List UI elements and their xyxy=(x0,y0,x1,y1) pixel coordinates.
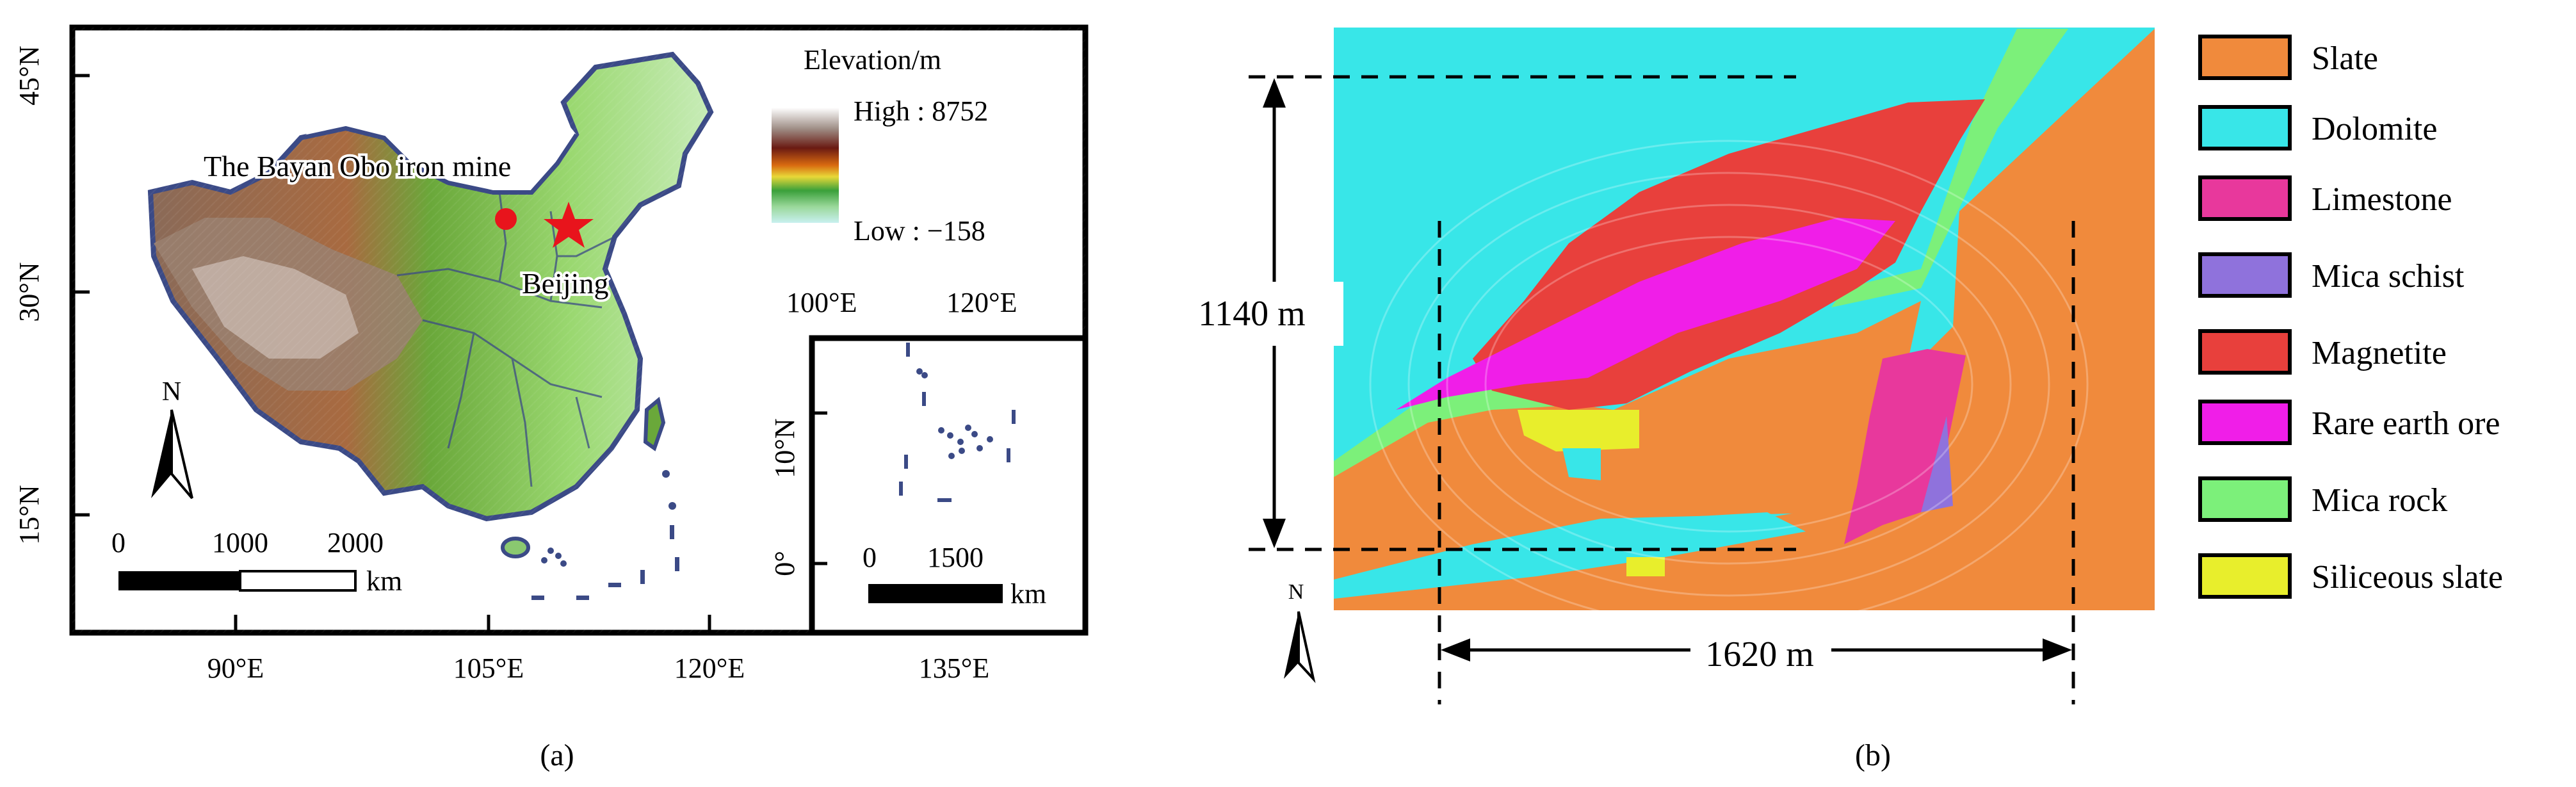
legend-item: Dolomite xyxy=(2198,105,2437,150)
beijing-star-icon xyxy=(544,202,594,248)
panel-b: 1140 m 1620 m N Slate Dolomite Limestone xyxy=(1183,28,2503,772)
siliceous-slate-small xyxy=(1626,557,1665,576)
north-arrow-a-icon xyxy=(151,409,193,499)
legend-label-mica-rock: Mica rock xyxy=(2312,482,2447,519)
arrowhead-right-icon xyxy=(2043,638,2072,661)
legend-label-mica-schist: Mica schist xyxy=(2312,258,2465,295)
arrowhead-down-icon xyxy=(1263,519,1286,548)
height-label: 1140 m xyxy=(1198,294,1305,334)
mica-rock-band-north xyxy=(1831,29,2068,307)
legend-item: Magnetite xyxy=(2198,329,2447,375)
taiwan-island xyxy=(643,396,666,451)
inset-lat-label-0: 0° xyxy=(769,551,800,576)
legend-item: Mica schist xyxy=(2198,252,2465,298)
geology-map xyxy=(1334,28,2155,629)
legend-swatch-siliceous-slate xyxy=(2198,553,2292,599)
lat-label-45: 45°N xyxy=(13,45,45,105)
inset-top-label-120: 120°E xyxy=(946,287,1017,318)
legend-label-siliceous-slate: Siliceous slate xyxy=(2312,559,2503,596)
dimension-lines xyxy=(1249,75,2075,704)
lon-label-135: 135°E xyxy=(919,653,989,684)
scale-tick-1000: 1000 xyxy=(212,527,268,558)
elevation-colorbar xyxy=(772,108,839,223)
legend-label-dolomite: Dolomite xyxy=(2312,111,2437,147)
scale-tick-2000: 2000 xyxy=(327,527,384,558)
legend-item: Rare earth ore xyxy=(2198,400,2500,445)
siliceous-slate-body xyxy=(1518,410,1639,451)
inset-map-frame xyxy=(809,335,1089,636)
limestone-body xyxy=(1844,349,1966,544)
lon-label-105: 105°E xyxy=(453,653,524,684)
legend-low: Low : −158 xyxy=(854,215,985,247)
legend-label-slate: Slate xyxy=(2312,40,2378,77)
mine-marker-icon xyxy=(495,208,517,230)
width-label-bg xyxy=(1690,631,1831,676)
scale-unit-a: km xyxy=(366,565,402,597)
mongolia-border xyxy=(300,126,578,194)
inset-islands xyxy=(899,343,1016,502)
legend-swatch-mica-schist xyxy=(2198,252,2292,298)
south-sea-islands xyxy=(531,470,679,600)
north-arrow-b-icon xyxy=(1284,611,1316,683)
panel-a: 45°N 30°N 15°N 90°E 105°E 120°E 135°E Th… xyxy=(13,24,1089,772)
dolomite-band xyxy=(1334,512,1806,599)
legend-label-rare-earth: Rare earth ore xyxy=(2312,405,2500,442)
inset-scale-unit: km xyxy=(1010,578,1046,610)
scale-tick-0: 0 xyxy=(111,527,126,558)
inset-scale-tick-1500: 1500 xyxy=(927,542,984,573)
inset-lat-label-10: 10°N xyxy=(769,418,800,478)
legend-swatch-mica-rock xyxy=(2198,476,2292,522)
legend-item: Slate xyxy=(2198,35,2378,80)
lat-label-30: 30°N xyxy=(13,262,45,321)
rare-earth-body xyxy=(1396,218,1895,410)
legend-item: Limestone xyxy=(2198,175,2452,221)
mica-schist-body xyxy=(1921,416,1953,512)
caption-b: (b) xyxy=(1855,738,1891,772)
inset-scale-tick-0: 0 xyxy=(863,542,877,573)
pit-terraces xyxy=(1369,140,2089,629)
legend-swatch-limestone xyxy=(2198,175,2292,221)
width-label: 1620 m xyxy=(1705,635,1814,674)
legend-high: High : 8752 xyxy=(854,95,988,127)
legend-swatch-magnetite xyxy=(2198,329,2292,375)
scale-bar-black xyxy=(118,571,240,590)
lat-label-15: 15°N xyxy=(13,485,45,544)
legend-swatch-slate xyxy=(2198,35,2292,80)
legend-title: Elevation/m xyxy=(804,44,941,76)
inset-scale-bar xyxy=(868,584,1003,603)
legend-item: Siliceous slate xyxy=(2198,553,2503,599)
arrowhead-left-icon xyxy=(1441,638,1470,661)
north-label-b: N xyxy=(1288,580,1304,604)
legend-item: Mica rock xyxy=(2198,476,2447,522)
city-label: Beijing xyxy=(522,267,608,300)
hainan-island xyxy=(501,537,530,558)
legend-swatch-rare-earth xyxy=(2198,400,2292,445)
legend-label-limestone: Limestone xyxy=(2312,181,2452,218)
lon-label-120: 120°E xyxy=(674,653,745,684)
legend-swatch-dolomite xyxy=(2198,105,2292,150)
lon-label-90: 90°E xyxy=(207,653,264,684)
arrowhead-up-icon xyxy=(1263,78,1286,108)
mine-label: The Bayan Obo iron mine xyxy=(204,150,511,183)
caption-a: (a) xyxy=(540,738,574,772)
north-label-a: N xyxy=(162,377,181,407)
lithology-legend: Slate Dolomite Limestone Mica schist Mag… xyxy=(2198,35,2503,599)
inset-top-label-100: 100°E xyxy=(786,287,857,318)
scale-bar-white xyxy=(239,570,357,592)
mongolia-area xyxy=(301,102,576,192)
dolomite-patch xyxy=(1562,448,1601,480)
legend-label-magnetite: Magnetite xyxy=(2312,335,2447,371)
mica-rock-band xyxy=(1334,378,1607,477)
height-label-bg xyxy=(1183,282,1343,346)
